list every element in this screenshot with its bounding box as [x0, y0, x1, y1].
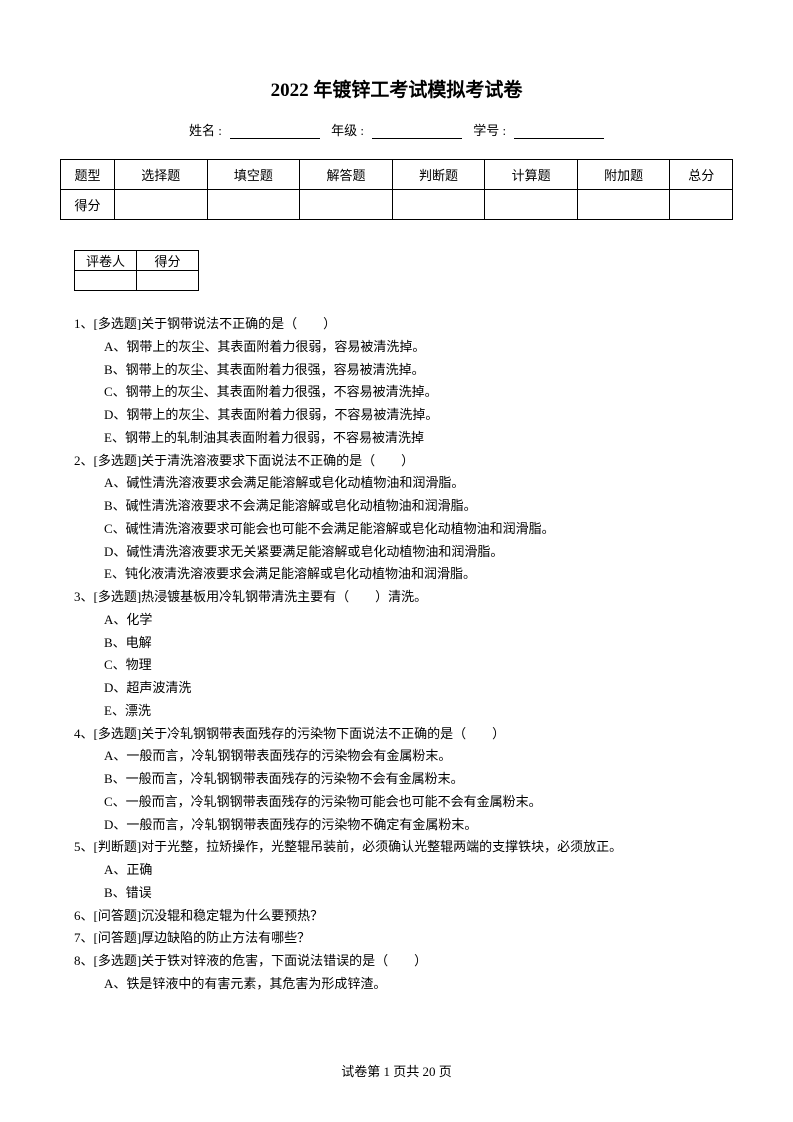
grader-table: 评卷人 得分 — [74, 250, 199, 291]
question-option: D、一般而言，冷轧钢钢带表面残存的污染物不确定有金属粉末。 — [104, 814, 733, 837]
page-title: 2022 年镀锌工考试模拟考试卷 — [60, 75, 733, 102]
grader-score-label-cell: 得分 — [137, 251, 199, 271]
header-cell: 判断题 — [392, 160, 485, 190]
question-option: D、钢带上的灰尘、其表面附着力很弱，不容易被清洗掉。 — [104, 404, 733, 427]
question-option: B、钢带上的灰尘、其表面附着力很强，容易被清洗掉。 — [104, 359, 733, 382]
score-cell[interactable] — [577, 190, 670, 220]
score-cell[interactable] — [115, 190, 208, 220]
question-option: C、碱性清洗溶液要求可能会也可能不会满足能溶解或皂化动植物油和润滑脂。 — [104, 518, 733, 541]
questions-container: 1、[多选题]关于钢带说法不正确的是（ ）A、钢带上的灰尘、其表面附着力很弱，容… — [60, 313, 733, 996]
question-option: B、一般而言，冷轧钢钢带表面残存的污染物不会有金属粉末。 — [104, 768, 733, 791]
table-row: 题型 选择题 填空题 解答题 判断题 计算题 附加题 总分 — [61, 160, 733, 190]
table-row: 得分 — [61, 190, 733, 220]
question-option: E、钢带上的轧制油其表面附着力很弱，不容易被清洗掉 — [104, 427, 733, 450]
score-cell[interactable] — [670, 190, 733, 220]
question-stem: 2、[多选题]关于清洗溶液要求下面说法不正确的是（ ） — [74, 450, 733, 473]
header-cell: 填空题 — [207, 160, 300, 190]
header-cell: 解答题 — [300, 160, 393, 190]
question-stem: 6、[问答题]沉没辊和稳定辊为什么要预热？ — [74, 905, 733, 928]
question-stem: 5、[判断题]对于光整，拉矫操作，光整辊吊装前，必须确认光整辊两端的支撑铁块，必… — [74, 836, 733, 859]
question-option: D、碱性清洗溶液要求无关紧要满足能溶解或皂化动植物油和润滑脂。 — [104, 541, 733, 564]
question-stem: 7、[问答题]厚边缺陷的防止方法有哪些？ — [74, 927, 733, 950]
grade-label: 年级 : — [331, 123, 364, 138]
question-option: A、铁是锌液中的有害元素，其危害为形成锌渣。 — [104, 973, 733, 996]
name-blank[interactable] — [230, 125, 320, 139]
question-option: A、正确 — [104, 859, 733, 882]
question-stem: 3、[多选题]热浸镀基板用冷轧钢带清洗主要有（ ）清洗。 — [74, 586, 733, 609]
question-option: B、电解 — [104, 632, 733, 655]
question-option: A、化学 — [104, 609, 733, 632]
question-option: C、钢带上的灰尘、其表面附着力很强，不容易被清洗掉。 — [104, 381, 733, 404]
score-cell[interactable] — [300, 190, 393, 220]
student-info-line: 姓名 : 年级 : 学号 : — [60, 120, 733, 139]
question-option: B、碱性清洗溶液要求不会满足能溶解或皂化动植物油和润滑脂。 — [104, 495, 733, 518]
header-cell: 题型 — [61, 160, 115, 190]
id-blank[interactable] — [514, 125, 604, 139]
question-option: D、超声波清洗 — [104, 677, 733, 700]
question-stem: 1、[多选题]关于钢带说法不正确的是（ ） — [74, 313, 733, 336]
question-option: E、钝化液清洗溶液要求会满足能溶解或皂化动植物油和润滑脂。 — [104, 563, 733, 586]
header-cell: 总分 — [670, 160, 733, 190]
question-option: A、钢带上的灰尘、其表面附着力很弱，容易被清洗掉。 — [104, 336, 733, 359]
header-cell: 附加题 — [577, 160, 670, 190]
question-option: C、一般而言，冷轧钢钢带表面残存的污染物可能会也可能不会有金属粉末。 — [104, 791, 733, 814]
score-label-cell: 得分 — [61, 190, 115, 220]
page-footer: 试卷第 1 页共 20 页 — [0, 1061, 793, 1080]
table-row — [75, 271, 199, 291]
grade-blank[interactable] — [372, 125, 462, 139]
question-option: E、漂洗 — [104, 700, 733, 723]
grader-label-cell: 评卷人 — [75, 251, 137, 271]
score-table: 题型 选择题 填空题 解答题 判断题 计算题 附加题 总分 得分 — [60, 159, 733, 220]
question-option: A、碱性清洗溶液要求会满足能溶解或皂化动植物油和润滑脂。 — [104, 472, 733, 495]
score-cell[interactable] — [207, 190, 300, 220]
header-cell: 选择题 — [115, 160, 208, 190]
question-option: C、物理 — [104, 654, 733, 677]
question-option: A、一般而言，冷轧钢钢带表面残存的污染物会有金属粉末。 — [104, 745, 733, 768]
name-label: 姓名 : — [189, 123, 222, 138]
table-row: 评卷人 得分 — [75, 251, 199, 271]
score-cell[interactable] — [485, 190, 578, 220]
question-option: B、错误 — [104, 882, 733, 905]
score-cell[interactable] — [392, 190, 485, 220]
header-cell: 计算题 — [485, 160, 578, 190]
id-label: 学号 : — [473, 123, 506, 138]
grader-cell[interactable] — [75, 271, 137, 291]
grader-score-cell[interactable] — [137, 271, 199, 291]
question-stem: 4、[多选题]关于冷轧钢钢带表面残存的污染物下面说法不正确的是（ ） — [74, 723, 733, 746]
question-stem: 8、[多选题]关于铁对锌液的危害，下面说法错误的是（ ） — [74, 950, 733, 973]
